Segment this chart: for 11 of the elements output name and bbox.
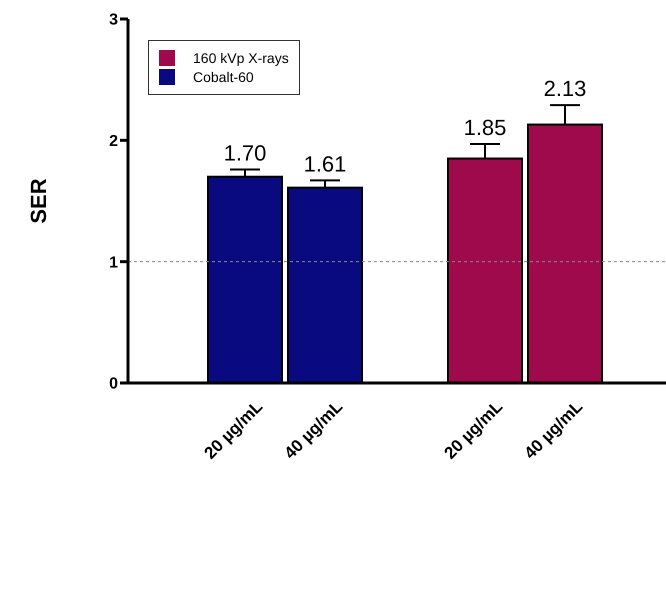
- y-tick-label: 0: [109, 376, 118, 393]
- data-label: 1.61: [304, 151, 346, 176]
- legend-label: 160 kVp X-rays: [193, 50, 289, 66]
- y-tick-label: 2: [109, 133, 118, 150]
- legend-label: Cobalt-60: [193, 69, 254, 85]
- y-axis-title: SER: [26, 178, 51, 224]
- data-label: 2.13: [544, 76, 586, 102]
- y-tick-label: 3: [109, 12, 118, 29]
- data-label: 1.70: [224, 140, 266, 166]
- data-label: 1.85: [464, 114, 506, 140]
- y-tick-label: 1: [109, 254, 118, 272]
